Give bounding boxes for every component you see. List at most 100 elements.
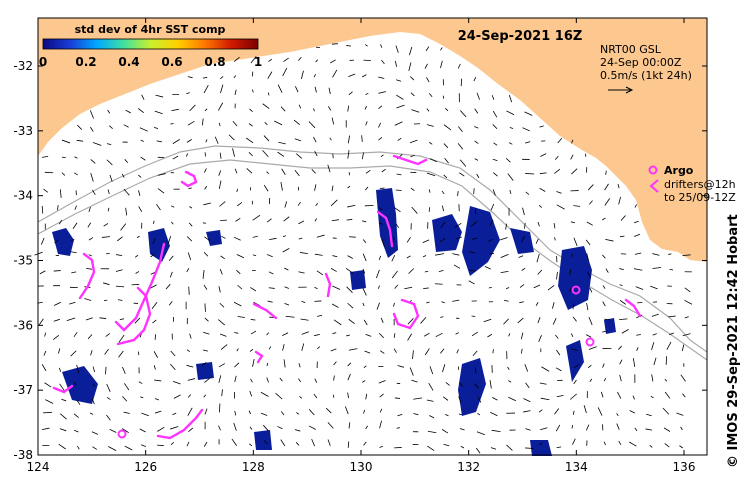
current-vector xyxy=(233,56,240,62)
current-vector xyxy=(294,138,302,142)
current-vector xyxy=(74,156,78,159)
drifter-track xyxy=(392,298,420,330)
current-vector xyxy=(539,382,547,385)
current-vector xyxy=(71,271,77,274)
current-vector xyxy=(364,105,367,110)
current-vector xyxy=(472,350,478,357)
argo-drifter-line1: drifters@12h xyxy=(664,178,736,191)
current-vector xyxy=(294,86,299,93)
current-vector xyxy=(500,237,508,241)
current-vector xyxy=(395,45,399,53)
current-vector xyxy=(106,159,113,166)
current-vector xyxy=(203,251,209,257)
current-vector xyxy=(134,317,141,324)
current-vector xyxy=(61,172,66,176)
current-vector xyxy=(314,184,317,191)
current-vector xyxy=(617,183,620,189)
current-vector xyxy=(246,137,254,144)
current-vector xyxy=(522,127,530,132)
current-vector xyxy=(59,189,62,198)
current-vector xyxy=(586,271,592,279)
drifter-track xyxy=(392,154,428,166)
y-tick-label: -32 xyxy=(13,59,33,73)
current-vector xyxy=(204,408,208,415)
current-vector xyxy=(682,254,691,257)
current-vector xyxy=(218,375,222,383)
colorbar-gradient xyxy=(42,38,259,50)
current-vector xyxy=(397,365,404,368)
current-vector xyxy=(327,422,334,429)
current-vector xyxy=(333,361,337,366)
current-vector xyxy=(188,187,192,190)
current-vector xyxy=(277,426,283,430)
current-vector xyxy=(552,317,557,325)
current-vector xyxy=(108,446,117,452)
current-vector xyxy=(629,441,637,447)
current-vector xyxy=(236,348,239,352)
current-vector xyxy=(361,220,367,223)
current-vector xyxy=(187,407,193,416)
current-vector xyxy=(629,410,636,414)
current-vector xyxy=(330,59,336,64)
current-vector xyxy=(156,203,161,211)
current-vector xyxy=(186,268,190,273)
current-vector xyxy=(664,391,671,399)
current-vector xyxy=(483,318,492,323)
current-vector xyxy=(117,236,123,242)
current-vector xyxy=(347,105,350,112)
current-vector xyxy=(586,424,590,431)
current-vector xyxy=(379,187,385,189)
current-vector xyxy=(473,126,479,129)
current-vector xyxy=(262,103,270,109)
x-tick-label: 134 xyxy=(565,460,588,474)
current-vector xyxy=(232,120,238,127)
current-vector xyxy=(363,319,368,326)
current-vector xyxy=(86,268,93,270)
current-vector xyxy=(650,285,658,290)
current-vector xyxy=(203,331,210,335)
current-vector xyxy=(266,332,270,336)
current-vector xyxy=(267,92,270,96)
current-vector xyxy=(589,287,593,293)
current-vector xyxy=(429,158,437,163)
current-vector xyxy=(153,220,155,225)
current-vector xyxy=(102,282,110,286)
current-vector xyxy=(454,222,462,228)
current-vector xyxy=(541,366,550,372)
current-vector xyxy=(87,222,92,228)
current-vector xyxy=(503,299,509,302)
current-vector xyxy=(525,447,534,449)
current-vector xyxy=(426,172,436,177)
current-vector xyxy=(186,349,190,352)
current-vector xyxy=(150,253,155,258)
current-vector xyxy=(106,252,110,255)
current-vector xyxy=(682,393,686,398)
current-vector xyxy=(153,351,159,358)
current-vector xyxy=(236,269,241,275)
current-vector xyxy=(602,363,605,368)
current-vector xyxy=(298,378,302,383)
current-vector xyxy=(538,205,542,208)
current-vector xyxy=(249,443,253,447)
current-vector xyxy=(236,202,243,207)
current-vector xyxy=(294,169,300,177)
current-vector xyxy=(201,361,207,366)
current-vector xyxy=(170,123,174,125)
current-vector xyxy=(395,223,399,229)
current-vector xyxy=(220,344,228,350)
current-vector xyxy=(378,122,381,128)
current-vector xyxy=(134,254,139,258)
current-vector xyxy=(278,141,286,145)
current-vector xyxy=(235,217,241,222)
current-vector xyxy=(429,415,435,419)
current-vector xyxy=(234,362,240,368)
bathymetry-contour-outer xyxy=(37,145,708,353)
current-vector xyxy=(440,348,445,354)
current-vector xyxy=(189,333,192,339)
current-vector xyxy=(347,302,354,309)
current-vector xyxy=(347,362,352,367)
current-vector xyxy=(219,333,227,337)
current-vector xyxy=(187,76,193,79)
current-vector xyxy=(188,427,194,432)
current-vector xyxy=(234,168,238,174)
